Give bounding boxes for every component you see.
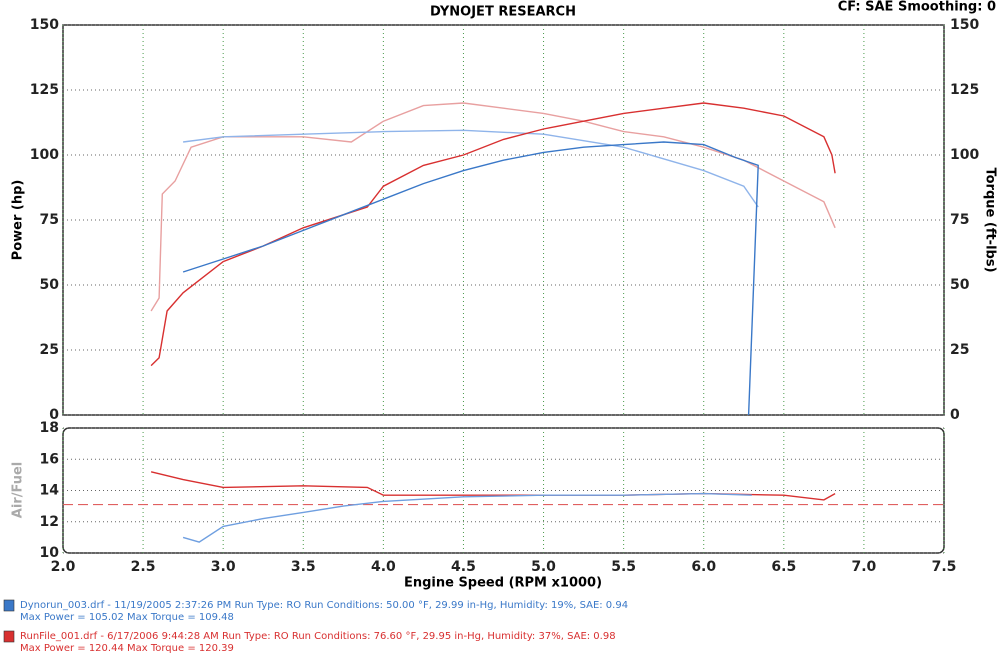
y2-tick-label: 50 bbox=[950, 277, 970, 293]
y-tick-label: 125 bbox=[30, 82, 59, 98]
x-axis-label: Engine Speed (RPM x1000) bbox=[404, 576, 602, 591]
y-tick-label: 14 bbox=[40, 483, 60, 499]
x-tick-label: 5.0 bbox=[531, 559, 556, 575]
x-tick-label: 6.5 bbox=[771, 559, 796, 575]
y-tick-label: 25 bbox=[40, 342, 59, 358]
legend-max: Max Power = 105.02 Max Torque = 109.48 bbox=[20, 612, 234, 623]
y-tick-label: 10 bbox=[40, 545, 60, 561]
y-tick-label: 75 bbox=[40, 212, 59, 228]
series-line bbox=[182, 492, 752, 543]
header-info: CF: SAE Smoothing: 0 bbox=[838, 0, 996, 15]
x-tick-label: 6.0 bbox=[691, 559, 716, 575]
y2-tick-label: 125 bbox=[950, 82, 979, 98]
series-line bbox=[150, 102, 836, 312]
legend-max: Max Power = 120.44 Max Torque = 120.39 bbox=[20, 643, 234, 654]
y-tick-label: 150 bbox=[30, 17, 59, 33]
y2-tick-label: 75 bbox=[950, 212, 969, 228]
y-axis-label: Power (hp) bbox=[11, 180, 26, 261]
series-line bbox=[182, 141, 759, 416]
legend-swatch bbox=[3, 630, 15, 643]
series-line bbox=[150, 102, 836, 367]
legend-run: Dynorun_003.drf - 11/19/2005 2:37:26 PM … bbox=[20, 600, 628, 611]
x-tick-label: 7.5 bbox=[932, 559, 957, 575]
y-tick-label: 0 bbox=[49, 407, 59, 423]
y2-tick-label: 150 bbox=[950, 17, 979, 33]
y2-axis-label: Torque (ft-lbs) bbox=[983, 167, 998, 272]
x-tick-label: 7.0 bbox=[852, 559, 877, 575]
x-tick-label: 3.0 bbox=[211, 559, 236, 575]
x-tick-label: 3.5 bbox=[291, 559, 316, 575]
legend-swatch bbox=[3, 599, 15, 612]
series-line bbox=[183, 129, 759, 208]
y-tick-label: 100 bbox=[30, 147, 59, 163]
y2-tick-label: 0 bbox=[950, 407, 960, 423]
y-tick-label: 18 bbox=[40, 420, 59, 436]
y2-tick-label: 100 bbox=[950, 147, 979, 163]
afr-axis-label: Air/Fuel bbox=[11, 462, 26, 518]
x-tick-label: 2.0 bbox=[51, 559, 76, 575]
x-tick-label: 5.5 bbox=[611, 559, 636, 575]
chart-title: DYNOJET RESEARCH bbox=[430, 5, 576, 20]
series-line bbox=[150, 471, 836, 501]
y-tick-label: 16 bbox=[40, 451, 59, 467]
y-tick-label: 12 bbox=[40, 514, 59, 530]
x-tick-label: 2.5 bbox=[131, 559, 156, 575]
legend-run: RunFile_001.drf - 6/17/2006 9:44:28 AM R… bbox=[20, 631, 616, 642]
x-tick-label: 4.0 bbox=[371, 559, 396, 575]
x-tick-label: 4.5 bbox=[451, 559, 476, 575]
y2-tick-label: 25 bbox=[950, 342, 969, 358]
y-tick-label: 50 bbox=[40, 277, 60, 293]
